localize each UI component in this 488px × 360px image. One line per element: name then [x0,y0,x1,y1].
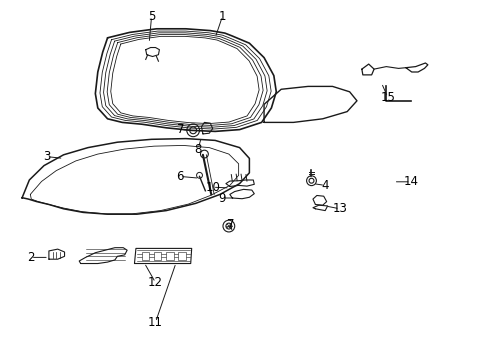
Text: 13: 13 [332,202,346,215]
Text: 4: 4 [321,179,328,192]
Text: 14: 14 [403,175,417,188]
Text: 9: 9 [218,192,226,204]
Text: 7: 7 [177,123,184,136]
Text: 10: 10 [205,181,220,194]
Text: 8: 8 [194,143,202,156]
Text: 1: 1 [218,10,226,23]
Text: 7: 7 [226,219,234,231]
Bar [166,252,173,260]
Bar [154,252,161,260]
Text: 3: 3 [42,150,50,163]
Bar [142,252,149,260]
Text: 15: 15 [380,91,394,104]
Text: 5: 5 [147,10,155,23]
Text: 6: 6 [176,170,183,183]
Text: 2: 2 [27,251,35,264]
Bar [178,252,185,260]
Text: 11: 11 [148,316,163,329]
Text: 12: 12 [148,276,163,289]
